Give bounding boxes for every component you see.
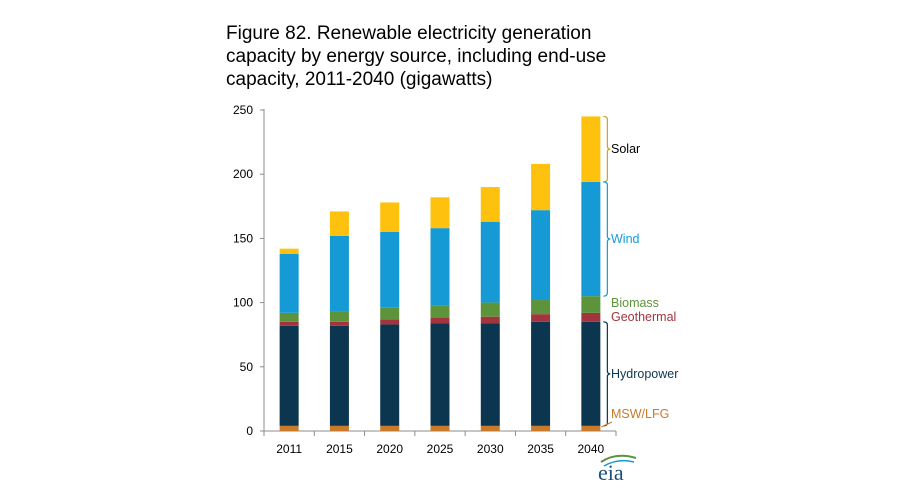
bar-msw-lfg-2011 bbox=[279, 425, 299, 431]
bar-biomass-2011 bbox=[279, 312, 299, 322]
x-tick-label-2035: 2035 bbox=[527, 442, 554, 456]
bar-biomass-2015 bbox=[329, 311, 349, 322]
y-tick-label-1: 50 bbox=[240, 360, 254, 374]
x-tick-label-2025: 2025 bbox=[427, 442, 454, 456]
x-tick-label-2015: 2015 bbox=[326, 442, 353, 456]
chart-title-line-3: capacity, 2011-2040 (gigawatts) bbox=[226, 69, 493, 90]
legend-label-msw-lfg: MSW/LFG bbox=[611, 407, 669, 421]
bar-msw-lfg-2040 bbox=[581, 425, 601, 431]
bar-geothermal-2015 bbox=[329, 321, 349, 326]
bar-geothermal-2025 bbox=[430, 318, 450, 324]
legend-label-hydropower: Hydropower bbox=[611, 367, 678, 381]
bar-biomass-2020 bbox=[380, 307, 400, 320]
legend-label-wind: Wind bbox=[611, 232, 640, 246]
bar-biomass-2035 bbox=[531, 300, 551, 315]
bar-wind-2030 bbox=[480, 221, 500, 303]
eia-logo-swoosh-green bbox=[600, 454, 637, 463]
bar-hydropower-2040 bbox=[581, 321, 601, 426]
x-tick-label-2020: 2020 bbox=[376, 442, 403, 456]
brace-solar bbox=[603, 115, 611, 183]
y-tick-label-3: 150 bbox=[233, 231, 253, 245]
bar-wind-2035 bbox=[531, 210, 551, 301]
bar-geothermal-2011 bbox=[279, 321, 299, 326]
bar-wind-2011 bbox=[279, 253, 299, 313]
bar-hydropower-2025 bbox=[430, 323, 450, 426]
bar-hydropower-2030 bbox=[480, 323, 500, 426]
brace-hydropower bbox=[603, 321, 611, 427]
bar-msw-lfg-2015 bbox=[329, 425, 349, 431]
legend-label-biomass: Biomass bbox=[611, 296, 659, 310]
bar-solar-2030 bbox=[480, 187, 500, 222]
bar-solar-2025 bbox=[430, 197, 450, 229]
bar-solar-2020 bbox=[380, 202, 400, 232]
y-tick-label-5: 250 bbox=[233, 103, 253, 117]
bar-msw-lfg-2025 bbox=[430, 425, 450, 431]
brace-wind bbox=[603, 181, 611, 297]
x-tick-label-2040: 2040 bbox=[578, 442, 605, 456]
bar-biomass-2040 bbox=[581, 296, 601, 313]
bar-wind-2025 bbox=[430, 228, 450, 306]
bar-hydropower-2020 bbox=[380, 324, 400, 426]
bar-wind-2040 bbox=[581, 181, 601, 297]
x-tick-label-2011: 2011 bbox=[276, 442, 302, 456]
bar-wind-2015 bbox=[329, 235, 349, 312]
msw-lfg-pointer bbox=[601, 421, 613, 428]
eia-logo-swoosh-blue bbox=[603, 459, 635, 467]
bar-msw-lfg-2020 bbox=[380, 425, 400, 431]
bar-solar-2011 bbox=[279, 248, 299, 254]
bar-solar-2035 bbox=[531, 163, 551, 211]
legend-label-geothermal: Geothermal bbox=[611, 310, 676, 324]
bar-biomass-2030 bbox=[480, 302, 500, 317]
y-tick-label-4: 200 bbox=[233, 167, 253, 181]
bar-msw-lfg-2030 bbox=[480, 425, 500, 431]
bar-geothermal-2040 bbox=[581, 312, 601, 322]
bar-geothermal-2030 bbox=[480, 316, 500, 324]
bar-wind-2020 bbox=[380, 231, 400, 308]
chart-title: Figure 82. Renewable electricity generat… bbox=[226, 22, 646, 91]
y-tick-label-2: 100 bbox=[233, 296, 253, 310]
chart-title-line-1: Figure 82. Renewable electricity generat… bbox=[226, 23, 592, 44]
bar-solar-2015 bbox=[329, 211, 349, 236]
bar-hydropower-2035 bbox=[531, 321, 551, 426]
x-tick-label-2030: 2030 bbox=[477, 442, 504, 456]
chart-title-line-2: capacity by energy source, including end… bbox=[226, 46, 607, 67]
bar-msw-lfg-2035 bbox=[531, 425, 551, 431]
bar-biomass-2025 bbox=[430, 305, 450, 319]
bar-geothermal-2020 bbox=[380, 319, 400, 325]
eia-logo-text: eia bbox=[598, 460, 624, 485]
bar-solar-2040 bbox=[581, 116, 601, 182]
bar-geothermal-2035 bbox=[531, 314, 551, 322]
bar-hydropower-2011 bbox=[279, 325, 299, 426]
bar-hydropower-2015 bbox=[329, 325, 349, 426]
y-tick-label-0: 0 bbox=[246, 424, 253, 438]
legend-label-solar: Solar bbox=[611, 142, 640, 156]
